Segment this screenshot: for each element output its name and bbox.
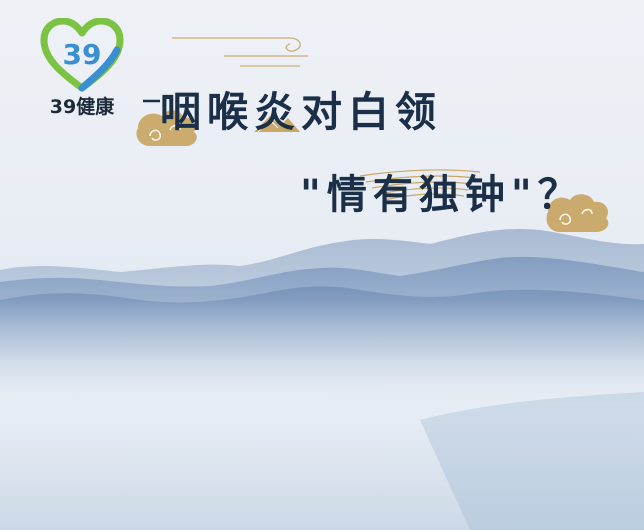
brand-text: 39健康 [49, 96, 115, 118]
page-title-line-2: "情有独钟"？ [300, 171, 584, 218]
page-title-line-1: 咽喉炎对白领 [160, 88, 442, 136]
heart-number: 39 [63, 38, 102, 71]
lake-shade [0, 385, 644, 530]
right-lake-shade [420, 392, 644, 530]
heart-logo-icon: 39 [40, 18, 124, 92]
brand-logo: 39 39健康 [36, 18, 128, 118]
